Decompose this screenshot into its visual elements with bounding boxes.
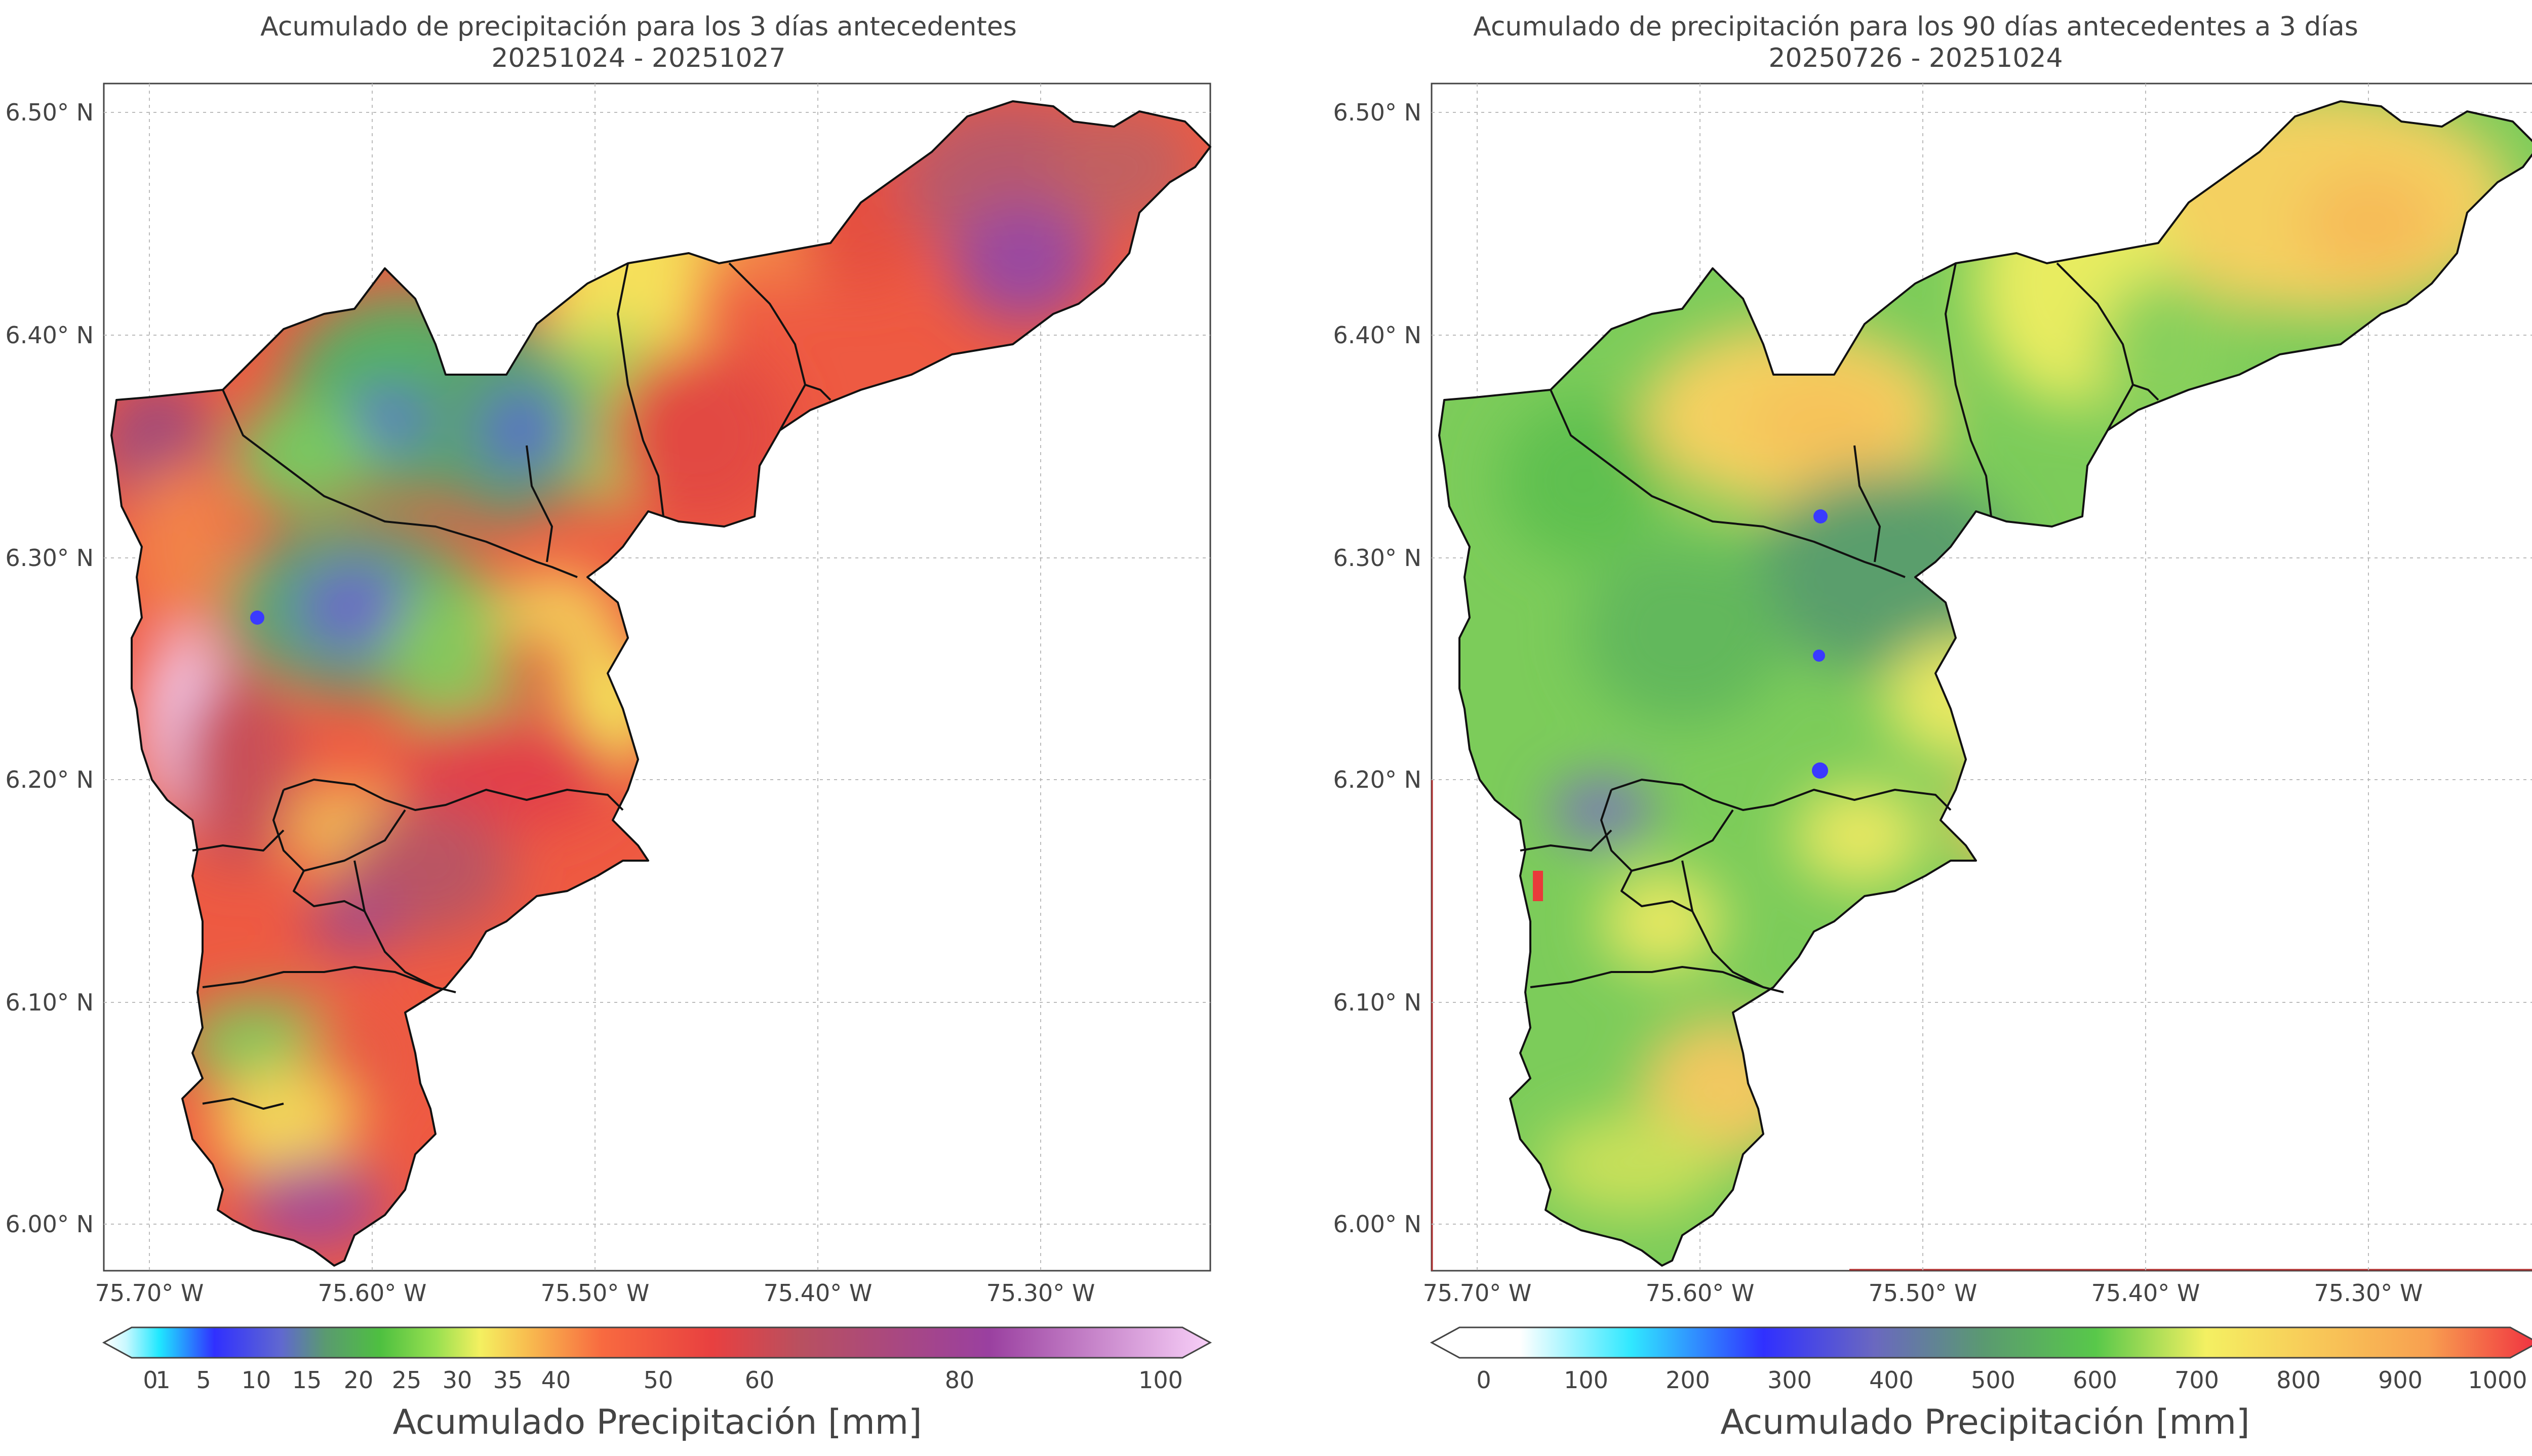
colorbar-tick: 800: [2276, 1366, 2321, 1394]
lat-tick: 6.40° N: [1333, 321, 1421, 349]
municipal-boundaries: [110, 100, 1211, 1267]
colorbar-tick: 50: [644, 1366, 674, 1394]
colorbar-tick: 60: [745, 1366, 775, 1394]
lat-tick: 6.10° N: [1333, 989, 1421, 1016]
colorbar-label: Acumulado Precipitación [mm]: [1720, 1402, 2249, 1442]
colorbar-tick: 400: [1869, 1366, 1914, 1394]
lat-tick: 6.20° N: [6, 766, 94, 793]
map-panel-3-day: Acumulado de precipitación para los 3 dí…: [6, 12, 1212, 1442]
colorbar-tick: 10: [242, 1366, 271, 1394]
lat-tick: 6.50° N: [6, 99, 94, 126]
colorbar: 0 1 5 10 15 20 25 30 35 40 50 60 80 100 …: [102, 1326, 1212, 1442]
colorbar-tick: 900: [2378, 1366, 2423, 1394]
map-title: Acumulado de precipitación para los 3 dí…: [260, 12, 1017, 42]
colorbar-tick: 15: [292, 1366, 322, 1394]
colorbar-tick: 200: [1666, 1366, 1710, 1394]
lat-tick: 6.50° N: [1333, 99, 1421, 126]
lon-tick: 75.60° W: [1646, 1279, 1755, 1307]
lon-tick: 75.40° W: [764, 1279, 873, 1307]
latitude-ticks: 6.50° N 6.40° N 6.30° N 6.20° N 6.10° N …: [1333, 99, 1421, 1238]
lon-tick: 75.30° W: [986, 1279, 1095, 1307]
colorbar-bar: [102, 1326, 1212, 1359]
colorbar-tick: 1: [155, 1366, 170, 1394]
colorbar-tick: 35: [493, 1366, 523, 1394]
map-date-range: 20251024 - 20251027: [491, 43, 786, 73]
municipal-boundaries: [1438, 100, 2532, 1267]
lat-tick: 6.20° N: [1333, 766, 1421, 793]
longitude-ticks: 75.70° W 75.60° W 75.50° W 75.40° W 75.3…: [95, 1279, 1095, 1307]
map-panel-90-day: Acumulado de precipitación para los 90 d…: [1277, 0, 2532, 1456]
colorbar-tick: 0: [1476, 1366, 1491, 1394]
map-title: Acumulado de precipitación para los 90 d…: [1473, 12, 2358, 42]
colorbar-tick: 300: [1767, 1366, 1812, 1394]
colorbar-tick: 500: [1971, 1366, 2015, 1394]
colorbar-tick: 100: [1138, 1366, 1183, 1394]
colorbar-label: Acumulado Precipitación [mm]: [392, 1402, 922, 1442]
colorbar-tick: 80: [945, 1366, 975, 1394]
lon-tick: 75.40° W: [2091, 1279, 2200, 1307]
colorbar-tick: 25: [392, 1366, 422, 1394]
precipitation-map: 6.50° N 6.40° N 6.30° N 6.20° N 6.10° N …: [6, 83, 1212, 1442]
colorbar-tick: 700: [2174, 1366, 2219, 1394]
longitude-ticks: 75.70° W 75.60° W 75.50° W 75.40° W 75.3…: [1423, 1279, 2423, 1307]
colorbar-tick: 40: [541, 1366, 571, 1394]
precipitation-map: 6.50° N 6.40° N 6.30° N 6.20° N 6.10° N …: [1333, 83, 2532, 1442]
lon-tick: 75.70° W: [95, 1279, 204, 1307]
lon-tick: 75.70° W: [1423, 1279, 1532, 1307]
lat-tick: 6.30° N: [6, 544, 94, 572]
lon-tick: 75.30° W: [2314, 1279, 2423, 1307]
colorbar-tick: 1000: [2468, 1366, 2527, 1394]
latitude-ticks: 6.50° N 6.40° N 6.30° N 6.20° N 6.10° N …: [6, 99, 94, 1238]
colorbar-tick: 20: [344, 1366, 374, 1394]
lat-tick: 6.00° N: [6, 1210, 94, 1238]
lon-tick: 75.50° W: [1869, 1279, 1977, 1307]
colorbar-tick: 600: [2073, 1366, 2117, 1394]
lon-tick: 75.60° W: [318, 1279, 427, 1307]
lat-tick: 6.30° N: [1333, 544, 1421, 572]
colorbar-tick: 0: [143, 1366, 157, 1394]
lat-tick: 6.10° N: [6, 989, 94, 1016]
colorbar-bar: [1430, 1326, 2532, 1359]
colorbar-tick: 30: [443, 1366, 472, 1394]
map-date-range: 20250726 - 20251024: [1768, 43, 2063, 73]
colorbar: 0 100 200 300 400 500 600 700 800 900 10…: [1430, 1326, 2532, 1442]
lon-tick: 75.50° W: [541, 1279, 650, 1307]
lat-tick: 6.00° N: [1333, 1210, 1421, 1238]
colorbar-tick: 100: [1564, 1366, 1608, 1394]
lat-tick: 6.40° N: [6, 321, 94, 349]
colorbar-tick: 5: [196, 1366, 211, 1394]
